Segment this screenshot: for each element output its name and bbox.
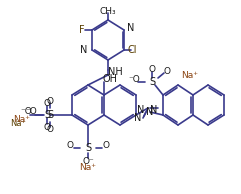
Text: Na⁺: Na⁺ <box>80 164 96 172</box>
Text: O⁻: O⁻ <box>82 157 94 165</box>
Text: O: O <box>148 64 155 74</box>
Text: N: N <box>137 105 145 115</box>
Text: Na⁺: Na⁺ <box>181 70 199 80</box>
Text: O: O <box>67 140 74 150</box>
Text: O: O <box>43 122 51 132</box>
Text: ⁻O: ⁻O <box>20 107 32 115</box>
Text: O: O <box>47 125 54 133</box>
Text: S: S <box>47 110 53 120</box>
Text: Na⁺: Na⁺ <box>13 115 31 125</box>
Text: S: S <box>149 77 155 87</box>
Text: ⁻O: ⁻O <box>25 107 37 115</box>
Text: Cl: Cl <box>127 45 137 55</box>
Text: CH₃: CH₃ <box>100 8 116 16</box>
Text: N: N <box>127 23 135 33</box>
Text: N: N <box>146 107 154 117</box>
Text: O: O <box>47 96 54 106</box>
Text: O: O <box>43 99 51 107</box>
Text: NH: NH <box>108 67 122 77</box>
Text: O: O <box>102 140 109 150</box>
Text: S: S <box>44 110 50 120</box>
Text: O: O <box>163 67 170 75</box>
Text: N: N <box>80 45 88 55</box>
Text: OH: OH <box>102 74 118 84</box>
Text: S: S <box>85 143 91 153</box>
Text: N: N <box>134 113 142 123</box>
Text: F: F <box>79 25 85 35</box>
Text: N: N <box>150 105 158 115</box>
Text: Na⁺: Na⁺ <box>10 119 26 127</box>
Text: ⁻O: ⁻O <box>128 74 140 83</box>
